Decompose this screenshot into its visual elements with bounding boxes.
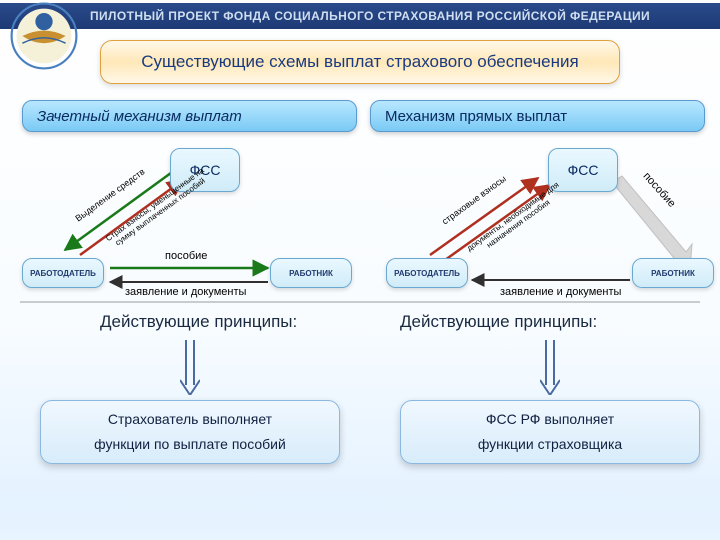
- principle-right-line2: функции страховщика: [478, 432, 622, 457]
- principle-box-right: ФСС РФ выполняет функции страховщика: [400, 400, 700, 464]
- node-employer-left: РАБОТОДАТЕЛЬ: [22, 258, 104, 288]
- down-arrow-left: [180, 340, 200, 395]
- footer-gradient: [0, 490, 720, 540]
- label-benefit-left: пособие: [165, 250, 207, 262]
- node-employee-left: РАБОТНИК: [270, 258, 352, 288]
- separator-line: [20, 300, 700, 304]
- node-employee-right: РАБОТНИК: [632, 258, 714, 288]
- node-employer-right: РАБОТОДАТЕЛЬ: [386, 258, 468, 288]
- mechanism-left-box: Зачетный механизм выплат: [22, 100, 357, 132]
- principles-heading-right: Действующие принципы:: [400, 312, 597, 332]
- label-contrib-reduced: Страх взносы, уменьшенные на сумму выпла…: [96, 161, 220, 258]
- header-bar: ПИЛОТНЫЙ ПРОЕКТ ФОНДА СОЦИАЛЬНОГО СТРАХО…: [0, 3, 720, 29]
- principle-box-left: Страхователь выполняет функции по выплат…: [40, 400, 340, 464]
- mechanism-right-label: Механизм прямых выплат: [385, 108, 567, 125]
- main-title: Существующие схемы выплат страхового обе…: [141, 52, 578, 72]
- main-title-box: Существующие схемы выплат страхового обе…: [100, 40, 620, 84]
- principle-left-line1: Страхователь выполняет: [108, 407, 272, 432]
- mechanism-left-label: Зачетный механизм выплат: [37, 108, 242, 125]
- label-application-right: заявление и документы: [500, 286, 621, 298]
- diagram-right: ФСС РАБОТОДАТЕЛЬ РАБОТНИК страховые взно…: [370, 140, 720, 320]
- principle-left-line2: функции по выплате пособий: [94, 432, 286, 457]
- mechanism-right-box: Механизм прямых выплат: [370, 100, 705, 132]
- down-arrow-right: [540, 340, 560, 395]
- logo: [8, 0, 80, 72]
- principles-heading-left: Действующие принципы:: [100, 312, 297, 332]
- diagram-left: ФСС РАБОТОДАТЕЛЬ РАБОТНИК Выделение сред…: [10, 140, 360, 320]
- label-application-left: заявление и документы: [125, 286, 246, 298]
- principle-right-line1: ФСС РФ выполняет: [486, 407, 614, 432]
- header-title: ПИЛОТНЫЙ ПРОЕКТ ФОНДА СОЦИАЛЬНОГО СТРАХО…: [90, 9, 650, 23]
- label-benefit-right: пособие: [641, 170, 678, 210]
